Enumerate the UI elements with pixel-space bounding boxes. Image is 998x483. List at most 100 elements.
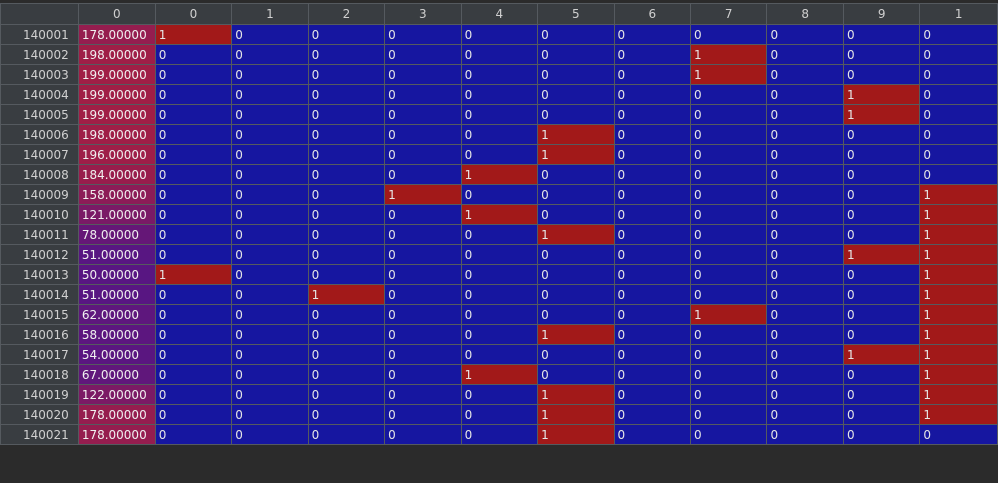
table-cell[interactable]: 0 [690, 204, 768, 225]
table-cell[interactable]: 0 [460, 24, 539, 45]
table-cell[interactable]: 0 [154, 384, 233, 405]
column-header[interactable]: 5 [537, 3, 615, 25]
table-cell[interactable]: 1 [842, 244, 921, 265]
row-index[interactable]: 140018 [0, 364, 79, 385]
row-index[interactable]: 140019 [0, 384, 79, 405]
table-cell[interactable]: 198.00000 [77, 124, 156, 145]
row-index[interactable]: 140011 [0, 224, 79, 245]
table-cell[interactable]: 0 [537, 64, 615, 85]
table-cell[interactable]: 0 [384, 244, 462, 265]
table-cell[interactable]: 0 [231, 224, 309, 245]
table-cell[interactable]: 0 [766, 324, 844, 345]
table-cell[interactable]: 0 [384, 344, 462, 365]
table-cell[interactable]: 1 [537, 424, 615, 445]
table-cell[interactable]: 1 [919, 384, 998, 405]
row-index[interactable]: 140010 [0, 204, 79, 225]
column-header[interactable]: 6 [613, 3, 692, 25]
column-header[interactable]: 7 [690, 3, 768, 25]
table-cell[interactable]: 1 [460, 204, 539, 225]
table-cell[interactable]: 0 [231, 84, 309, 105]
row-index[interactable]: 140020 [0, 404, 79, 425]
table-cell[interactable]: 0 [460, 144, 539, 165]
table-cell[interactable]: 198.00000 [77, 44, 156, 65]
row-index[interactable]: 140016 [0, 324, 79, 345]
table-cell[interactable]: 122.00000 [77, 384, 156, 405]
table-cell[interactable]: 0 [154, 144, 233, 165]
table-cell[interactable]: 0 [690, 24, 768, 45]
table-cell[interactable]: 0 [307, 144, 386, 165]
table-cell[interactable]: 0 [307, 44, 386, 65]
table-cell[interactable]: 0 [231, 284, 309, 305]
table-cell[interactable]: 0 [307, 224, 386, 245]
table-cell[interactable]: 0 [537, 44, 615, 65]
table-cell[interactable]: 0 [613, 24, 692, 45]
table-cell[interactable]: 0 [307, 84, 386, 105]
table-cell[interactable]: 0 [460, 44, 539, 65]
table-cell[interactable]: 0 [384, 84, 462, 105]
table-cell[interactable]: 1 [537, 384, 615, 405]
table-cell[interactable]: 178.00000 [77, 404, 156, 425]
table-cell[interactable]: 1 [460, 364, 539, 385]
table-cell[interactable]: 1 [460, 164, 539, 185]
table-cell[interactable]: 1 [919, 244, 998, 265]
table-cell[interactable]: 0 [154, 304, 233, 325]
table-cell[interactable]: 0 [307, 64, 386, 85]
table-cell[interactable]: 178.00000 [77, 424, 156, 445]
column-header[interactable]: 4 [460, 3, 539, 25]
table-cell[interactable]: 0 [842, 224, 921, 245]
table-cell[interactable]: 0 [613, 344, 692, 365]
table-cell[interactable]: 0 [766, 24, 844, 45]
row-index[interactable]: 140005 [0, 104, 79, 125]
table-cell[interactable]: 0 [460, 64, 539, 85]
table-cell[interactable]: 0 [231, 44, 309, 65]
table-cell[interactable]: 1 [537, 224, 615, 245]
table-cell[interactable]: 0 [766, 84, 844, 105]
table-cell[interactable]: 51.00000 [77, 244, 156, 265]
table-cell[interactable]: 1 [690, 64, 768, 85]
table-cell[interactable]: 0 [231, 324, 309, 345]
table-cell[interactable]: 0 [154, 424, 233, 445]
table-cell[interactable]: 0 [613, 324, 692, 345]
table-cell[interactable]: 0 [154, 244, 233, 265]
column-header[interactable]: 1 [919, 3, 998, 25]
table-cell[interactable]: 0 [690, 244, 768, 265]
table-cell[interactable]: 0 [613, 184, 692, 205]
row-index[interactable]: 140017 [0, 344, 79, 365]
row-index[interactable]: 140001 [0, 24, 79, 45]
table-cell[interactable]: 0 [690, 284, 768, 305]
table-cell[interactable]: 0 [766, 244, 844, 265]
table-cell[interactable]: 0 [384, 324, 462, 345]
row-index[interactable]: 140014 [0, 284, 79, 305]
table-cell[interactable]: 0 [766, 264, 844, 285]
column-header[interactable]: 2 [307, 3, 386, 25]
table-cell[interactable]: 0 [154, 124, 233, 145]
column-header[interactable]: 3 [384, 3, 462, 25]
row-index[interactable]: 140009 [0, 184, 79, 205]
table-cell[interactable]: 0 [613, 44, 692, 65]
table-cell[interactable]: 1 [537, 404, 615, 425]
table-cell[interactable]: 0 [613, 284, 692, 305]
table-cell[interactable]: 0 [460, 264, 539, 285]
table-cell[interactable]: 0 [842, 64, 921, 85]
table-cell[interactable]: 0 [766, 104, 844, 125]
table-cell[interactable]: 0 [307, 24, 386, 45]
table-cell[interactable]: 0 [842, 24, 921, 45]
table-cell[interactable]: 0 [690, 184, 768, 205]
table-cell[interactable]: 0 [384, 404, 462, 425]
table-cell[interactable]: 0 [919, 84, 998, 105]
table-cell[interactable]: 0 [690, 124, 768, 145]
table-cell[interactable]: 0 [842, 384, 921, 405]
table-cell[interactable]: 0 [231, 384, 309, 405]
table-cell[interactable]: 0 [460, 184, 539, 205]
table-cell[interactable]: 0 [919, 144, 998, 165]
table-cell[interactable]: 0 [231, 144, 309, 165]
table-cell[interactable]: 0 [154, 184, 233, 205]
table-cell[interactable]: 1 [919, 324, 998, 345]
table-cell[interactable]: 0 [766, 384, 844, 405]
column-header[interactable]: 9 [842, 3, 921, 25]
row-index[interactable]: 140008 [0, 164, 79, 185]
table-cell[interactable]: 0 [307, 264, 386, 285]
table-cell[interactable]: 0 [307, 344, 386, 365]
table-cell[interactable]: 0 [460, 344, 539, 365]
table-cell[interactable]: 0 [690, 324, 768, 345]
